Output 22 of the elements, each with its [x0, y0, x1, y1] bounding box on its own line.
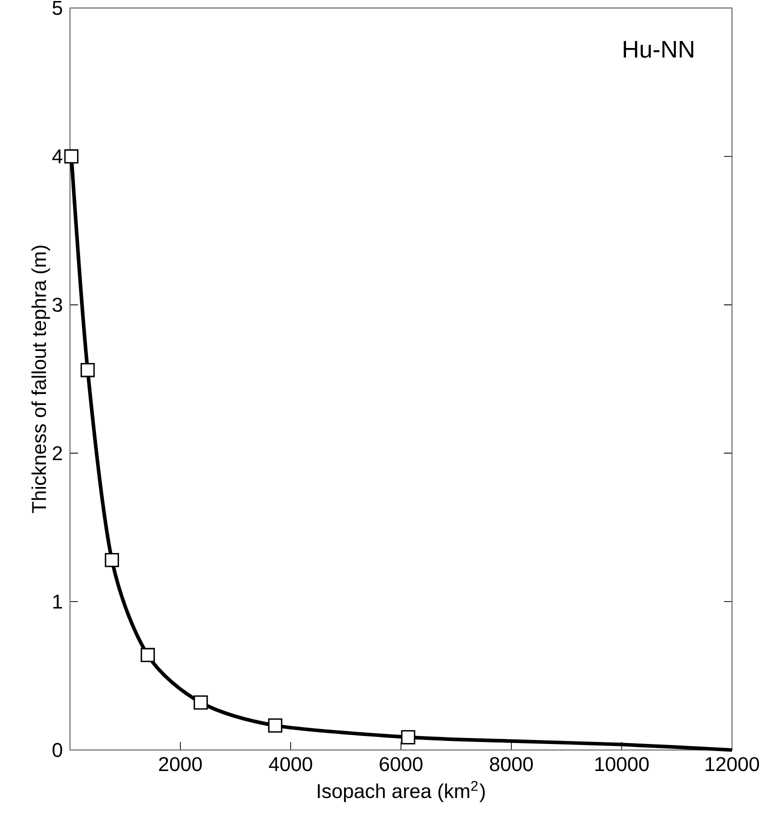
point: [268, 718, 282, 733]
annotation: Hu-NN: [624, 41, 694, 58]
y-tick-label: 2: [52, 446, 62, 460]
point: [194, 695, 208, 710]
x-tick-label: 8000: [490, 757, 533, 772]
y-tick-label: 5: [52, 1, 62, 15]
point: [80, 362, 95, 378]
y-tick-label: 3: [52, 298, 62, 312]
x-tick-label: 4000: [268, 757, 312, 772]
x-tick-label: 6000: [380, 757, 422, 772]
x-tick-label: 10000: [595, 757, 649, 772]
x-axis-title: Isopach area (km$^{2}$): [318, 780, 485, 802]
point: [140, 648, 155, 662]
y-tick-label: 1: [53, 594, 62, 608]
point: [401, 730, 416, 744]
point: [104, 552, 120, 568]
y-tick-label: 4: [52, 150, 62, 164]
x-tick-label: 2000: [159, 757, 202, 772]
x-tick-label: 12000: [706, 757, 760, 772]
y-tick-label: 0: [52, 742, 62, 758]
point: [64, 149, 78, 164]
y-axis-title: Thickness of fallout tephra (m): [31, 246, 50, 514]
